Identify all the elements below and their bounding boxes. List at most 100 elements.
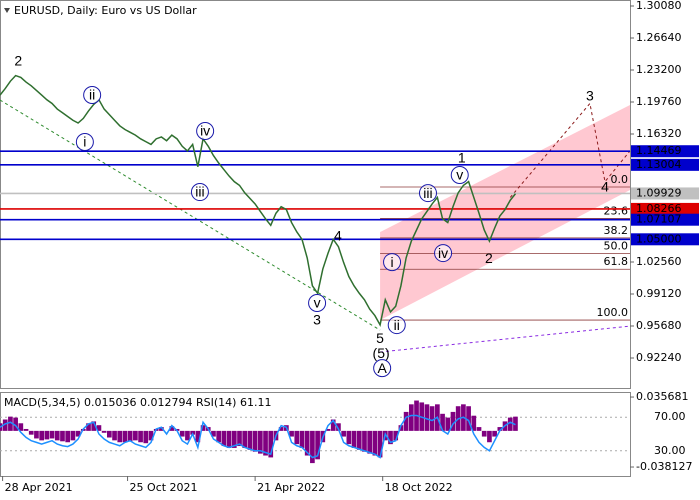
wave-label: 1 (458, 150, 466, 166)
macd-bar (211, 430, 216, 437)
wave-label: 5 (376, 330, 384, 346)
macd-bar (13, 417, 18, 431)
macd-bar (304, 430, 310, 456)
level-label-box (631, 202, 699, 215)
macd-bar (138, 430, 143, 443)
wave-circle (75, 133, 94, 151)
fib-label: 38.2 (604, 224, 629, 237)
price-line (0, 74, 517, 328)
macd-bar (237, 430, 242, 447)
macd-bar (294, 430, 300, 445)
macd-bar (315, 430, 320, 460)
macd-bar (445, 417, 451, 431)
wave-label: (5) (373, 345, 390, 361)
wave-label: iii (195, 184, 204, 200)
macd-bar (429, 406, 435, 431)
macd-bar (346, 430, 352, 445)
macd-bar (106, 430, 112, 438)
main-frame (0, 0, 631, 389)
macd-bar (497, 427, 503, 431)
indicator-frame (0, 392, 631, 477)
fib-label: 61.8 (604, 255, 629, 268)
x-tick-label: 25 Oct 2021 (130, 481, 198, 494)
wave-label: iii (423, 185, 432, 201)
wave-label: 4 (601, 179, 609, 195)
macd-bar (268, 430, 274, 458)
y-tick-label: -0.038127 (636, 460, 692, 473)
macd-bar (487, 430, 492, 443)
macd-bar (341, 430, 346, 437)
macd-bar (403, 411, 409, 431)
x-tick-label: 18 Oct 2022 (385, 481, 453, 494)
macd-bar (362, 430, 367, 452)
chart-title: EURUSD, Daily: Euro vs US Dollar (14, 4, 197, 17)
macd-bar (507, 417, 513, 431)
y-tick-label: 1.26640 (636, 31, 682, 44)
macd-bar (86, 423, 91, 431)
macd-bar (476, 427, 482, 431)
macd-bar (60, 430, 65, 442)
macd-bar (471, 415, 477, 431)
macd-bar (18, 423, 24, 431)
macd-bar (289, 430, 294, 437)
level-label: 1.08266 (636, 202, 682, 215)
macd-bar (247, 430, 253, 450)
macd-bar (122, 430, 128, 443)
level-label: 1.14469 (636, 144, 682, 157)
macd-bar (367, 430, 373, 454)
symbol-icon (4, 8, 10, 13)
macd-bar (216, 430, 222, 443)
macd-bar (481, 430, 487, 437)
wave-circle (434, 244, 453, 263)
macd-bar (257, 430, 263, 454)
y-tick-label: 1.30080 (636, 0, 682, 12)
level-label-box (631, 187, 699, 200)
y-tick-label: 1.02560 (636, 255, 682, 268)
macd-bar (195, 430, 201, 443)
macd-bar (336, 423, 341, 431)
macd-bar (492, 430, 497, 437)
wave-label: 2 (14, 53, 22, 69)
macd-bar (23, 428, 29, 431)
wave-label: v (314, 295, 321, 311)
wave-label: 4 (334, 228, 342, 244)
wave-label: 2 (485, 250, 493, 266)
macd-bar (127, 430, 133, 442)
macd-bar (70, 430, 76, 441)
y-tick-label: 0.035681 (636, 390, 689, 403)
macd-bar (310, 430, 315, 464)
y2-tick-label: 70.00 (654, 410, 686, 423)
macd-bar (65, 430, 71, 443)
wave-label: iv (200, 123, 210, 139)
y2-tick-label: 30.00 (654, 444, 686, 457)
indicator-title: MACD(5,34,5) 0.015036 0.012794 RSI(14) 6… (4, 396, 271, 409)
macd-bar (91, 421, 97, 431)
y-tick-label: 0.99120 (636, 287, 682, 300)
macd-bar (49, 430, 55, 439)
wave-circle (418, 184, 437, 203)
wave-circle (373, 359, 392, 378)
macd-bar (252, 430, 258, 452)
fib-label: 100.0 (597, 306, 629, 319)
macd-bar (408, 404, 414, 431)
macd-bar (356, 430, 362, 450)
level-label: 1.05000 (636, 232, 682, 245)
macd-bar (8, 416, 13, 431)
level-label: 1.07107 (636, 213, 682, 226)
wave-label: 3 (586, 88, 594, 104)
wave-circle (83, 86, 102, 105)
level-label-box (631, 233, 699, 246)
macd-bar (398, 425, 404, 431)
macd-bar (372, 430, 378, 456)
macd-bar (133, 430, 138, 441)
level-label-box (631, 145, 699, 158)
y-tick-label: 0.92240 (636, 351, 682, 364)
macd-bar (112, 430, 117, 441)
macd-bar (263, 430, 268, 456)
trendline (0, 99, 381, 331)
macd-bar (377, 430, 383, 458)
fib-label: 50.0 (604, 240, 629, 253)
macd-bar (330, 419, 336, 431)
macd-bar (148, 430, 154, 441)
